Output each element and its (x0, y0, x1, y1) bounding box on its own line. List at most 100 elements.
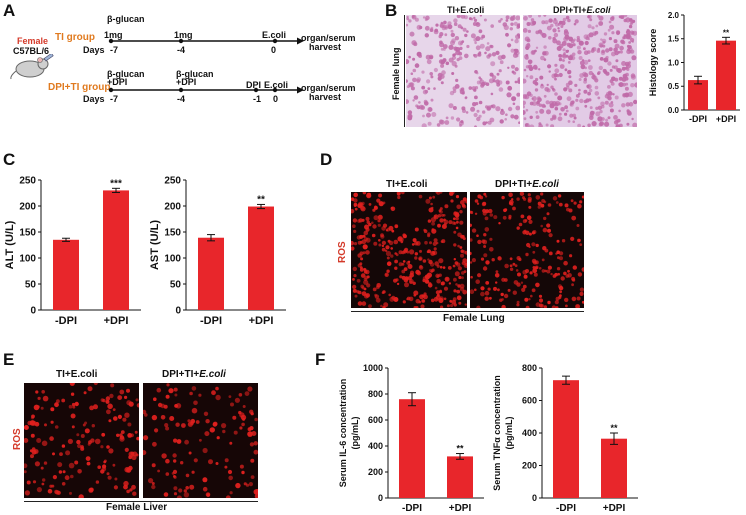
cell-dot (572, 120, 575, 123)
cell-dot (558, 72, 563, 78)
ti-day-m4: -4 (177, 45, 186, 55)
cell-dot (607, 61, 612, 66)
cell-dot (555, 306, 559, 308)
cell-dot (451, 55, 457, 60)
cell-dot (615, 119, 619, 123)
cell-dot (542, 50, 547, 56)
cell-dot (165, 472, 170, 476)
cell-dot (488, 78, 494, 84)
cell-dot (444, 276, 450, 282)
cell-dot (578, 92, 581, 95)
cell-dot (500, 292, 504, 297)
cell-dot (445, 61, 450, 66)
cell-dot (427, 283, 433, 288)
cell-dot (103, 460, 107, 464)
cell-dot (106, 472, 110, 476)
cell-dot (128, 455, 133, 460)
cell-dot (558, 57, 563, 62)
dpi-day-m4: -4 (177, 94, 186, 104)
cell-dot (575, 98, 579, 102)
cell-dot (456, 117, 461, 122)
cell-dot (374, 294, 380, 299)
cell-dot (215, 386, 219, 391)
cell-dot (570, 236, 575, 241)
cell-dot (422, 259, 427, 263)
cell-dot (509, 257, 513, 261)
cell-dot (558, 102, 562, 106)
cell-dot (554, 92, 558, 96)
cell-dot (80, 445, 84, 449)
cell-dot (452, 106, 457, 110)
cell-dot (381, 244, 385, 248)
cell-dot (135, 398, 139, 402)
ti-beta-glucan-label: β-glucan (107, 14, 145, 24)
cell-dot (602, 68, 607, 73)
cell-dot (454, 212, 460, 218)
cell-dot (624, 76, 629, 81)
cell-dot (597, 15, 600, 18)
cell-dot (425, 54, 431, 60)
cell-dot (583, 47, 586, 51)
cell-dot (382, 290, 386, 294)
dpi-beta-glucan-1: β-glucan (107, 69, 145, 79)
cell-dot (254, 417, 258, 422)
cell-dot (410, 86, 415, 91)
cell-dot (461, 276, 464, 280)
cell-dot (543, 305, 547, 308)
cell-dot (173, 438, 178, 443)
micrograph-texture (143, 383, 258, 498)
cell-dot (511, 198, 514, 201)
bar--DPI (198, 237, 224, 310)
cell-dot (82, 423, 86, 427)
cell-dot (412, 57, 416, 61)
cell-dot (537, 97, 542, 102)
cell-dot (461, 91, 465, 95)
cell-dot (532, 250, 536, 254)
cell-dot (426, 59, 432, 65)
cell-dot (450, 199, 454, 203)
cell-dot (357, 203, 363, 209)
cell-dot (579, 287, 584, 292)
cell-dot (464, 303, 467, 306)
cell-dot (458, 301, 462, 305)
cell-dot (373, 241, 378, 246)
cell-dot (433, 247, 437, 251)
cell-dot (86, 461, 91, 466)
cell-dot (571, 52, 576, 57)
dpi-plus-dpi-1: +DPI (107, 77, 128, 87)
cell-dot (488, 208, 493, 214)
cell-dot (485, 121, 488, 124)
cell-dot (569, 103, 573, 106)
cell-dot (543, 200, 547, 204)
cell-dot (511, 64, 515, 69)
cell-dot (229, 441, 233, 445)
cell-dot (570, 39, 575, 44)
cell-dot (501, 277, 506, 282)
cell-dot (497, 256, 502, 261)
cell-dot (564, 112, 568, 116)
cell-dot (114, 477, 118, 481)
cell-dot (235, 482, 241, 489)
cell-dot (375, 297, 381, 303)
cell-dot (578, 88, 581, 92)
cell-dot (34, 461, 40, 467)
cell-dot (554, 77, 557, 81)
cell-dot (528, 205, 532, 209)
cell-dot (565, 109, 569, 113)
cell-dot (122, 417, 127, 422)
ti-dose1-label: 1mg (104, 30, 123, 40)
cell-dot (584, 40, 589, 46)
micrograph-texture (24, 383, 139, 498)
cell-dot (489, 72, 494, 77)
cell-dot (534, 66, 538, 70)
cell-dot (471, 258, 476, 263)
cell-dot (631, 117, 634, 121)
cell-dot (624, 92, 630, 98)
cell-dot (604, 121, 610, 127)
cell-dot (459, 46, 463, 51)
cell-dot (598, 65, 603, 71)
cell-dot (393, 239, 399, 245)
cell-dot (525, 305, 530, 308)
cell-dot (451, 38, 456, 43)
cell-dot (564, 297, 569, 303)
